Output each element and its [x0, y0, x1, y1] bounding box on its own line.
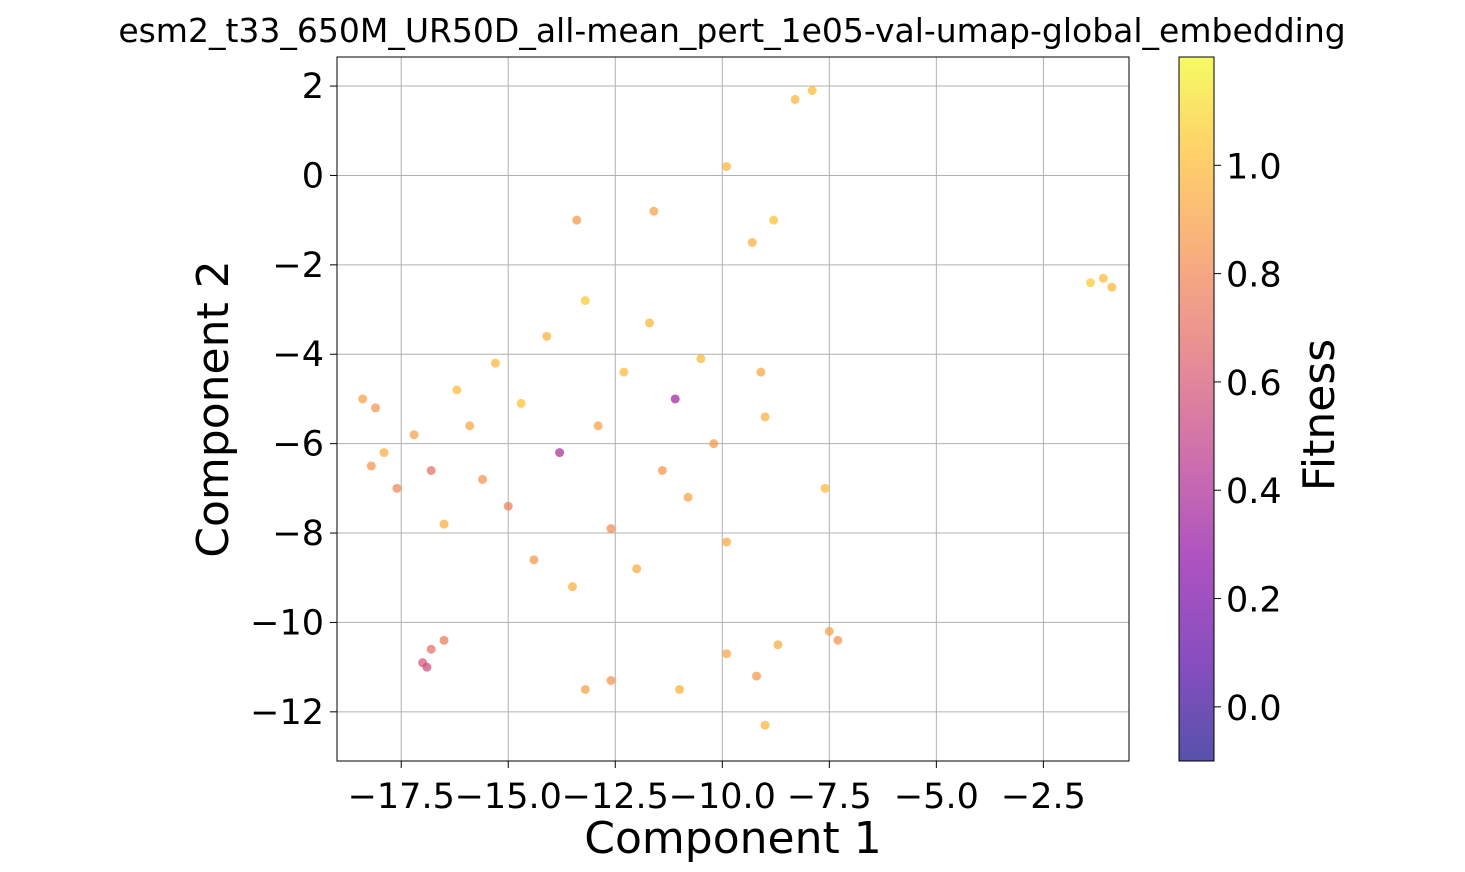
- data-point: [379, 448, 389, 458]
- data-point: [516, 398, 526, 408]
- data-point: [593, 421, 603, 431]
- data-point: [824, 626, 834, 636]
- data-point: [807, 86, 817, 96]
- x-tick-label: −12.5: [562, 777, 669, 817]
- data-point: [645, 318, 655, 328]
- data-point: [674, 684, 684, 694]
- y-tick-label: −2: [272, 246, 324, 286]
- data-point: [542, 331, 552, 341]
- data-point: [722, 649, 732, 659]
- x-tick-label: −2.5: [1001, 777, 1086, 817]
- data-point: [426, 465, 436, 475]
- data-point: [760, 412, 770, 422]
- data-point: [756, 367, 766, 377]
- colorbar-tick-label: 1.0: [1226, 147, 1282, 187]
- colorbar-tick-label: 0.6: [1226, 364, 1282, 404]
- colorbar-ticks: 0.0 0.2 0.4 0.6 0.8 1.0: [1214, 147, 1282, 729]
- data-point: [649, 206, 659, 216]
- y-tick-label: −4: [272, 335, 324, 375]
- colorbar: [1179, 57, 1214, 761]
- data-point: [358, 394, 368, 404]
- x-tick-label: −10.0: [669, 777, 776, 817]
- data-point: [555, 448, 565, 458]
- data-point: [760, 720, 770, 730]
- y-tick-label: −12: [250, 693, 324, 733]
- grid-lines: [337, 57, 1129, 761]
- data-point: [670, 394, 680, 404]
- x-tick-label: −15.0: [455, 777, 562, 817]
- y-tick-label: −6: [272, 425, 324, 465]
- data-point: [606, 676, 616, 686]
- data-point: [366, 461, 376, 471]
- colorbar-tick-label: 0.4: [1226, 472, 1282, 512]
- x-axis-ticks: −17.5 −15.0 −12.5 −10.0 −7.5 −5.0 −2.5: [348, 761, 1086, 817]
- y-tick-label: −10: [250, 603, 324, 643]
- plot-frame: [336, 56, 1130, 762]
- data-point: [752, 671, 762, 681]
- colorbar-label: Fitness: [1294, 339, 1345, 491]
- data-point: [790, 94, 800, 104]
- data-point: [722, 162, 732, 172]
- y-axis-label: Component 2: [188, 260, 239, 557]
- data-point: [490, 358, 500, 368]
- data-point: [606, 524, 616, 534]
- data-point: [452, 385, 462, 395]
- colorbar-tick-label: 0.0: [1226, 689, 1282, 729]
- data-point: [439, 635, 449, 645]
- data-point: [465, 421, 475, 431]
- colorbar-tick-label: 0.8: [1226, 256, 1282, 296]
- data-point: [619, 367, 629, 377]
- data-point: [392, 483, 402, 493]
- data-point: [696, 354, 706, 364]
- data-point: [567, 582, 577, 592]
- data-point: [580, 296, 590, 306]
- data-point: [572, 215, 582, 225]
- data-point: [478, 474, 488, 484]
- data-point: [747, 237, 757, 247]
- y-tick-label: −8: [272, 514, 324, 554]
- data-point: [833, 635, 843, 645]
- colorbar-frame: [1178, 56, 1215, 762]
- data-point: [1085, 278, 1095, 288]
- data-point: [632, 564, 642, 574]
- chart-title: esm2_t33_650M_UR50D_all-mean_pert_1e05-v…: [118, 11, 1345, 50]
- data-point: [422, 662, 432, 672]
- y-tick-label: 2: [302, 67, 324, 107]
- data-point: [529, 555, 539, 565]
- data-point: [722, 537, 732, 547]
- x-tick-label: −17.5: [348, 777, 455, 817]
- data-point: [1098, 273, 1108, 283]
- data-point: [426, 644, 436, 654]
- data-point: [657, 465, 667, 475]
- y-axis-ticks: 2 0 −2 −4 −6 −8 −10 −12: [250, 67, 337, 733]
- x-tick-label: −5.0: [894, 777, 979, 817]
- data-point: [769, 215, 779, 225]
- data-point: [709, 439, 719, 449]
- y-tick-label: 0: [302, 156, 324, 196]
- x-axis-label: Component 1: [584, 813, 881, 864]
- data-point: [439, 519, 449, 529]
- x-tick-label: −7.5: [787, 777, 872, 817]
- data-point: [409, 430, 419, 440]
- colorbar-tick-label: 0.2: [1226, 581, 1282, 621]
- data-point: [820, 483, 830, 493]
- data-point: [503, 501, 513, 511]
- data-points: [358, 86, 1117, 730]
- data-point: [580, 684, 590, 694]
- data-point: [371, 403, 381, 413]
- data-point: [1107, 282, 1117, 292]
- data-point: [683, 492, 693, 502]
- data-point: [773, 640, 783, 650]
